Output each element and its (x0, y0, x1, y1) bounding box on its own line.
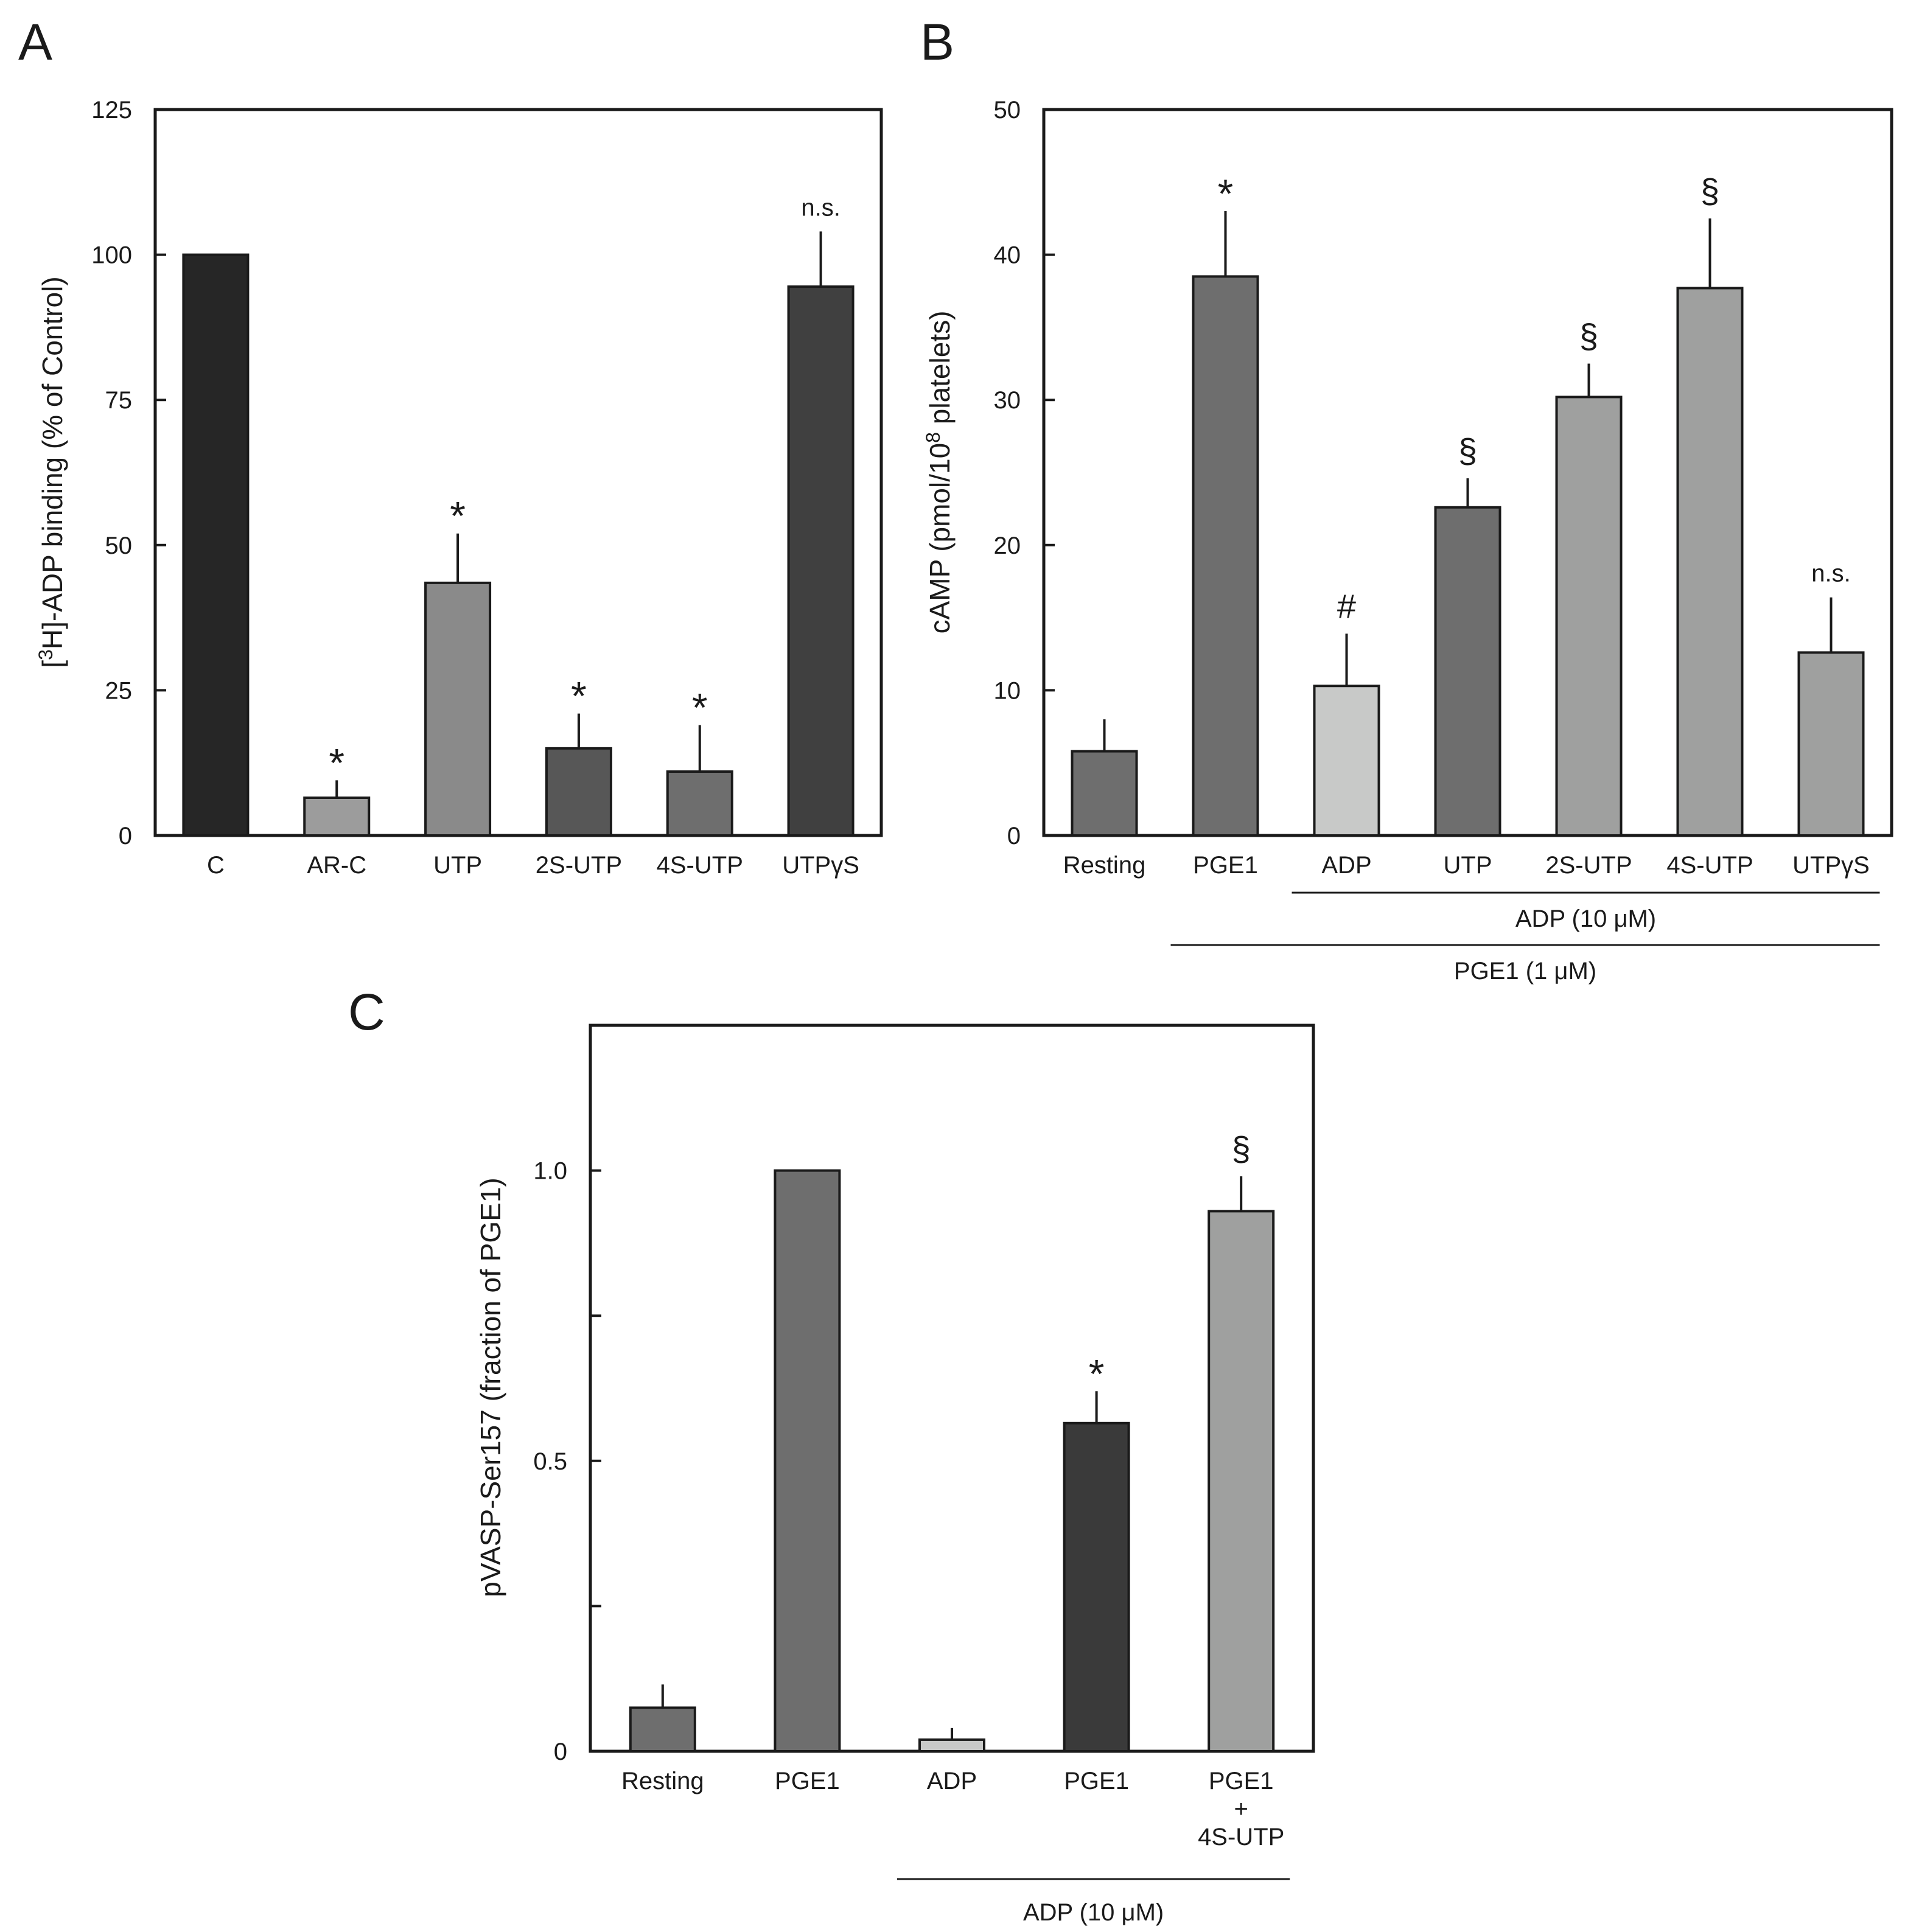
panel-c-category-label: Resting (621, 1768, 704, 1794)
panel-b-bar (1434, 506, 1501, 837)
panel-a-bar (182, 253, 250, 837)
panel-b-y-tick-label: 0 (1007, 823, 1021, 849)
panel-b-bar (1797, 651, 1865, 837)
panel-a-y-tick-label: 100 (91, 242, 132, 269)
panel-a-category-label: C (207, 852, 225, 879)
panel-c-category-label: PGE1 (1209, 1768, 1274, 1794)
panel-b-category-label: ADP (1321, 852, 1371, 879)
panel-c-y-tick-label: 1.0 (533, 1158, 567, 1185)
panel-a-plot: 0 25 50 75 100 125 C * AR-C * UTP * 2S-UTP * 4S-UTP n.s… (91, 97, 859, 879)
panel-b-y-tick-label: 40 (994, 242, 1021, 269)
panel-b-bar (1313, 685, 1380, 837)
panel-b-y-tick-label: 20 (994, 532, 1021, 559)
panel-b-significance-label: * (1218, 171, 1234, 216)
panel-b-category-label: 2S-UTP (1545, 852, 1632, 879)
panel-b-significance-label: § (1579, 317, 1598, 355)
panel-a-y-tick-label: 75 (105, 387, 133, 414)
panel-letter-a: A (18, 13, 52, 71)
panel-b-significance-label: # (1337, 587, 1356, 625)
panel-c-significance-label: * (1089, 1351, 1105, 1396)
panel-b-significance-label: n.s. (1811, 560, 1850, 587)
panel-c-y-axis-title: pVASP-Ser157 (fraction of PGE1) (475, 1177, 506, 1597)
panel-c-significance-label: § (1232, 1129, 1251, 1168)
panel-a-category-label: UTP (433, 852, 482, 879)
panel-a: A 0 25 50 75 100 125 C * AR-C * UTP * 2S-UTP * 4S-UTP n… (18, 13, 883, 879)
panel-c-bar (918, 1738, 985, 1753)
panel-a-category-label: 2S-UTP (536, 852, 622, 879)
panel-c-bar (774, 1169, 841, 1752)
panel-b-bar (1676, 287, 1744, 837)
panel-b-category-label: UTP (1444, 852, 1492, 879)
panel-a-bar (666, 770, 733, 837)
panel-b-y-axis-title: cAMP (pmol/108 platelets) (922, 311, 956, 634)
panel-c-category-label: ADP (927, 1768, 977, 1794)
panel-c-y-tick-label: 0 (554, 1738, 567, 1765)
panel-b-category-label: 4S-UTP (1666, 852, 1753, 879)
panel-c-category-label: PGE1 (775, 1768, 840, 1794)
panel-b-category-label: UTPγS (1792, 852, 1870, 879)
panel-a-y-axis-title: [3H]-ADP binding (% of Control) (35, 276, 68, 668)
panel-c-category-label: 4S-UTP (1198, 1824, 1284, 1850)
panel-b-y-tick-label: 50 (994, 97, 1021, 124)
panel-c-category-label: + (1234, 1796, 1248, 1822)
panel-c-bar (1063, 1421, 1130, 1752)
panel-a-significance-label: * (571, 674, 587, 719)
panel-a-significance-label: * (450, 493, 466, 539)
panel-c-bar (1208, 1210, 1275, 1752)
panel-a-significance-label: n.s. (801, 194, 840, 221)
panel-letter-c: C (348, 983, 385, 1041)
panel-b: B 0 10 20 30 40 50 Resting * PGE1 # ADP § UTP § 2S-UTP… (920, 13, 1893, 985)
panel-a-bar (787, 285, 855, 837)
panel-a-category-label: AR-C (307, 852, 366, 879)
panel-c-group-label: ADP (10 μM) (1023, 1899, 1164, 1926)
panel-b-y-tick-label: 10 (994, 677, 1021, 704)
panel-b-bar (1555, 396, 1623, 837)
panel-a-category-label: UTPγS (782, 852, 859, 879)
panel-a-significance-label: * (692, 685, 708, 730)
panel-a-y-tick-label: 125 (91, 97, 132, 124)
panel-a-bar (303, 796, 371, 837)
panel-c-bar (629, 1706, 696, 1752)
panel-b-significance-label: § (1701, 172, 1719, 210)
panel-a-bar (424, 581, 492, 837)
panel-b-group-label: ADP (10 μM) (1515, 905, 1656, 932)
panel-b-bar (1192, 275, 1259, 837)
panel-letter-b: B (920, 13, 954, 71)
panel-c-y-tick-label: 0.5 (533, 1448, 567, 1475)
panel-b-category-label: PGE1 (1193, 852, 1258, 879)
panel-b-y-tick-label: 30 (994, 387, 1021, 414)
panel-a-y-tick-label: 25 (105, 677, 133, 704)
panel-c-frame (589, 1024, 1315, 1753)
panel-b-group-label: PGE1 (1 μM) (1454, 958, 1596, 985)
panel-a-bar (545, 747, 612, 837)
panel-a-y-tick-label: 50 (105, 532, 133, 559)
panel-b-category-label: Resting (1063, 852, 1146, 879)
panel-a-significance-label: * (329, 740, 344, 785)
panel-b-significance-label: § (1458, 431, 1477, 470)
panel-c-category-label: PGE1 (1064, 1768, 1129, 1794)
panel-b-plot: 0 10 20 30 40 50 Resting * PGE1 # ADP § UTP § 2S-UTP § 4… (994, 97, 1880, 985)
panel-a-y-tick-label: 0 (119, 823, 132, 849)
panel-a-frame (153, 108, 883, 837)
panel-a-category-label: 4S-UTP (657, 852, 743, 879)
panel-b-bar (1071, 750, 1138, 837)
